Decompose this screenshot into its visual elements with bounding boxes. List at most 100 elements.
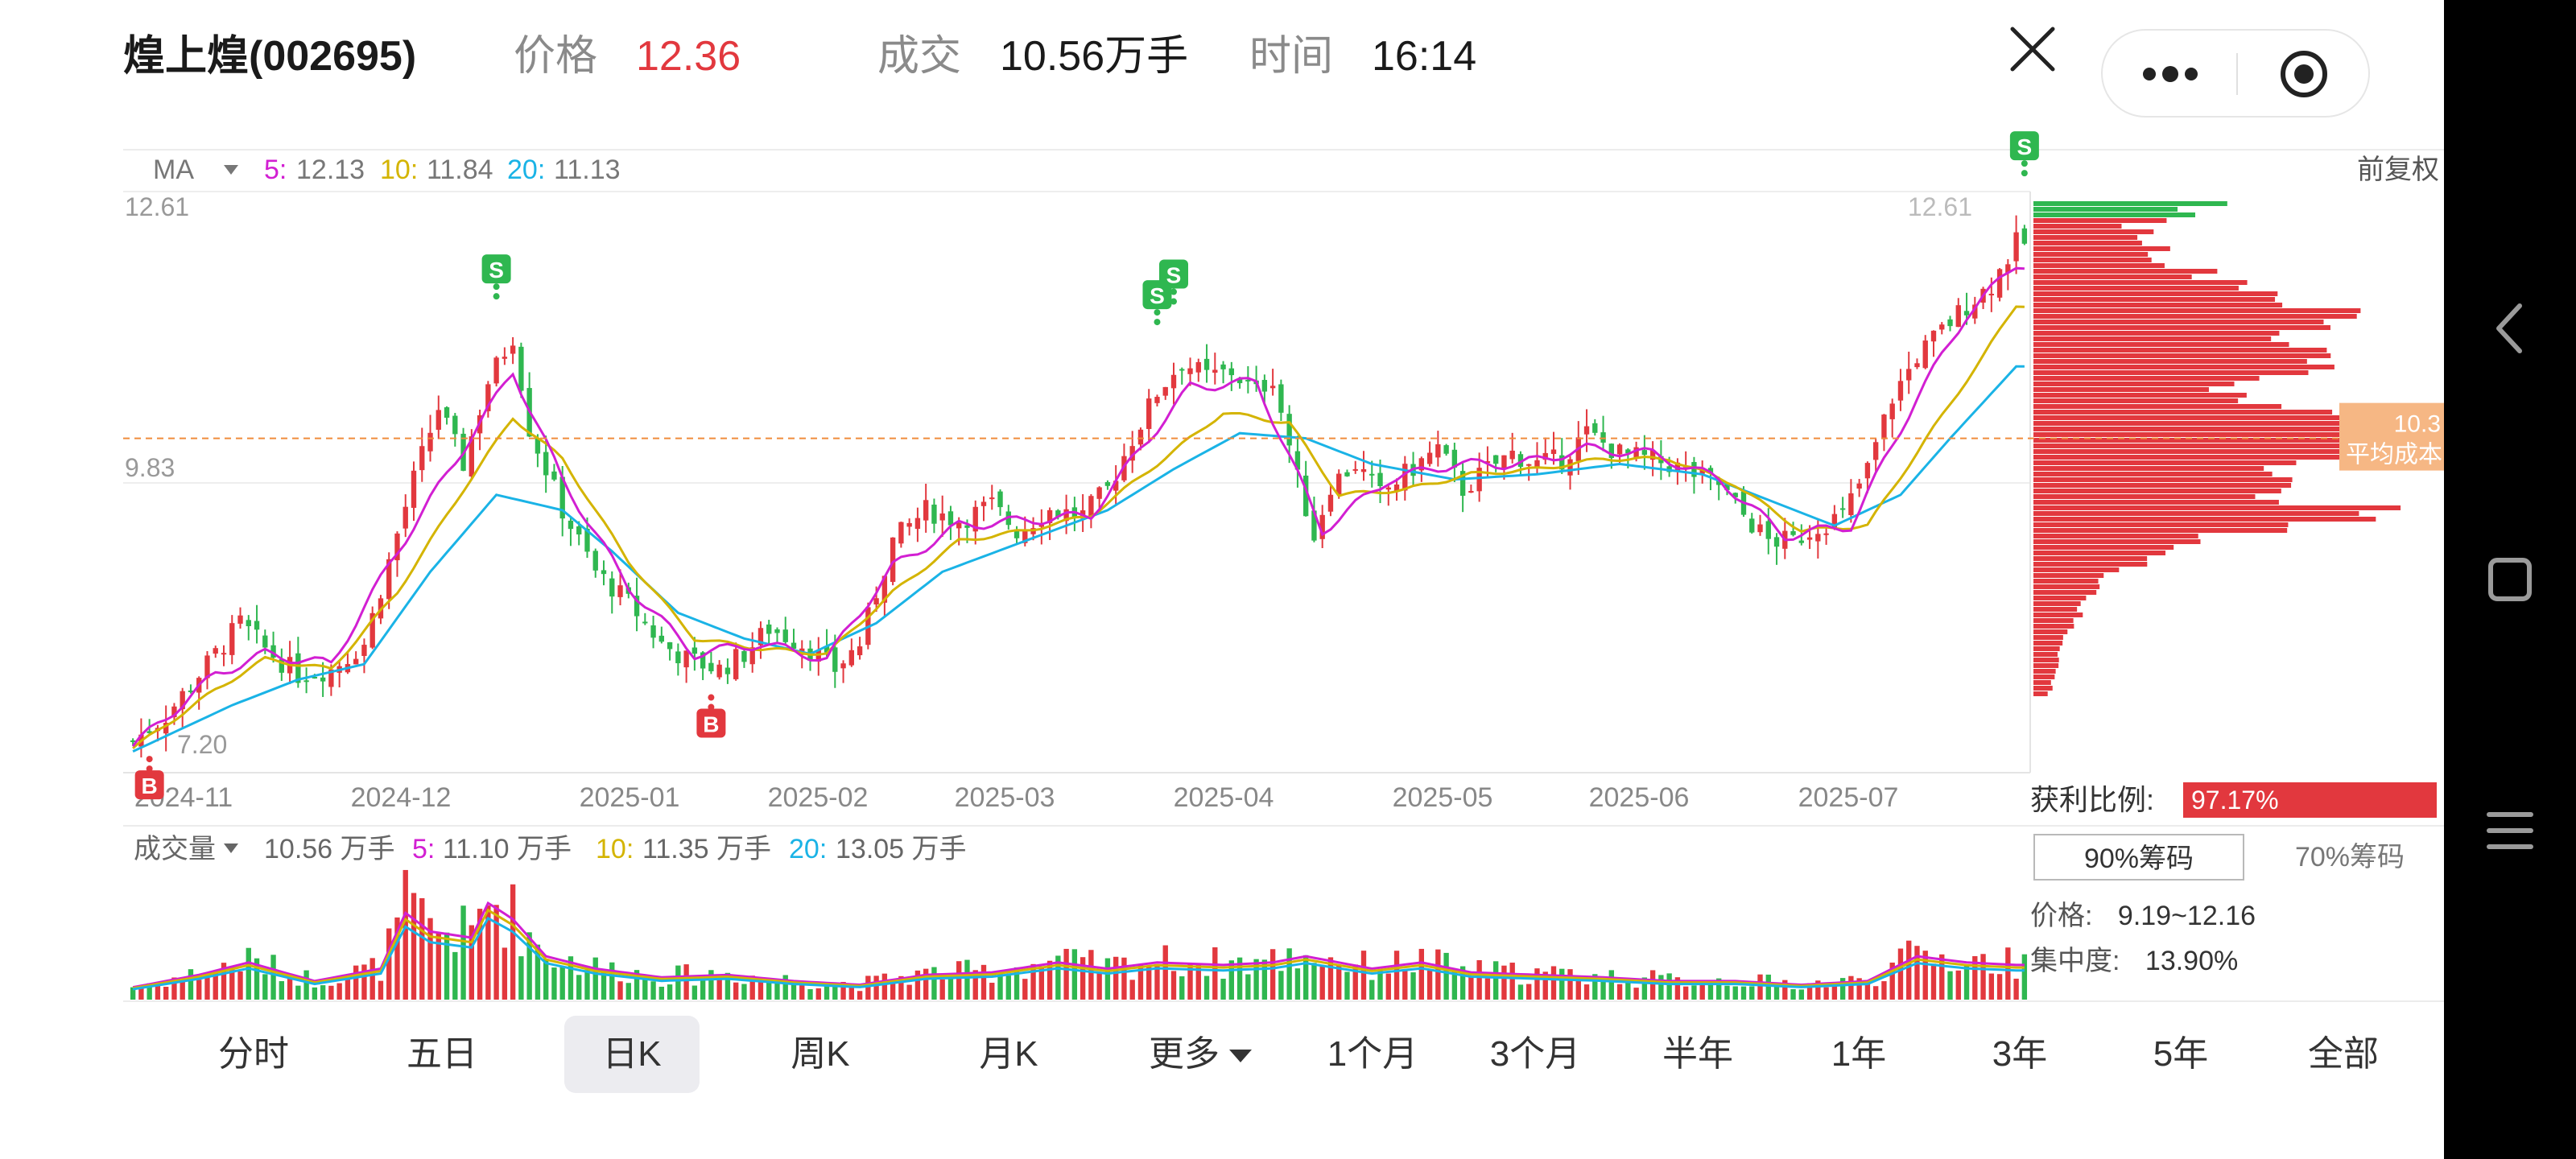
tab-8[interactable]: 3个月 [1463, 1016, 1608, 1093]
candle-body [229, 623, 235, 655]
candle-body [997, 491, 1003, 508]
chip-profile-bar [2033, 658, 2059, 662]
tab-3[interactable]: 日K [564, 1016, 700, 1093]
candle-body [1088, 496, 1094, 517]
tab-label: 分时 [218, 1034, 289, 1074]
tab-2[interactable]: 五日 [369, 1016, 514, 1093]
chip-profile-bar [2033, 291, 2278, 296]
marker-label: S [1150, 283, 1165, 308]
chip-tab-90[interactable]: 90%筹码 [2033, 834, 2244, 881]
nav-menu-button[interactable] [2470, 790, 2550, 871]
chip-tab-70[interactable]: 70%筹码 [2294, 842, 2405, 872]
candle-body [1468, 490, 1474, 493]
marker-dot [1170, 298, 1177, 305]
tab-label: 1个月 [1327, 1034, 1418, 1074]
minimize-button[interactable] [2238, 31, 2368, 116]
volume-bar [964, 959, 970, 1000]
candle-body [1286, 414, 1292, 446]
volume-bar [345, 975, 351, 1000]
candle-body [1129, 446, 1135, 461]
candle-body [1732, 493, 1738, 497]
candle-body [221, 653, 227, 655]
candle-body [1459, 471, 1466, 496]
candle-body [551, 471, 557, 480]
candle-body [1179, 369, 1185, 371]
candle-body [667, 641, 673, 650]
volume-bar [997, 971, 1003, 1000]
candle-body [1137, 429, 1144, 445]
tab-5[interactable]: 月K [936, 1016, 1081, 1093]
volume-bar [1542, 971, 1548, 1000]
volume-bar [1773, 983, 1780, 1000]
ma5-line [131, 266, 2025, 748]
volume-bar [1484, 978, 1491, 1000]
chip-profile-bar [2033, 612, 2083, 617]
nav-home-button[interactable] [2470, 539, 2550, 620]
chip-profile-bar [2033, 466, 2264, 471]
tab-9[interactable]: 半年 [1625, 1016, 1770, 1093]
candle-body [1707, 468, 1714, 474]
tab-12[interactable]: 5年 [2108, 1016, 2253, 1093]
candle-body [1798, 540, 1805, 543]
candle-body [1550, 449, 1557, 455]
candle-body [1823, 533, 1829, 535]
more-menu-button[interactable] [2103, 31, 2236, 116]
volume-legend-label[interactable]: 成交量 [134, 834, 216, 864]
volume-bar [1600, 979, 1606, 1000]
more-dots-icon [2143, 66, 2198, 82]
tab-6[interactable]: 更多 [1128, 1016, 1273, 1093]
candle-body [171, 706, 177, 718]
close-button[interactable] [2004, 21, 2061, 77]
marker-dot [1170, 288, 1177, 295]
volume-bar [1146, 967, 1152, 1000]
tab-label: 周K [791, 1034, 850, 1074]
tab-13[interactable]: 全部 [2271, 1016, 2416, 1093]
candle-body [1806, 537, 1813, 540]
marker-dot [493, 293, 500, 300]
volume-bar [840, 981, 846, 1000]
chip-profile-bar [2033, 353, 2331, 358]
candle-body [262, 635, 268, 648]
volume-bar [1691, 985, 1697, 1000]
volume-bar [691, 985, 698, 1000]
tab-11[interactable]: 3年 [1947, 1016, 2092, 1093]
volume-bar [1616, 984, 1623, 1000]
chip-profile-bar [2033, 534, 2198, 538]
candle-body [1319, 514, 1325, 539]
chip-profile-bar [2033, 308, 2361, 313]
volume-bar [188, 969, 194, 1000]
chip-profile-bar [2033, 460, 2297, 465]
volume-bar [683, 964, 689, 1000]
tab-4[interactable]: 周K [748, 1016, 893, 1093]
candle-body [1170, 374, 1177, 389]
adjust-mode-label[interactable]: 前复权 [2357, 155, 2439, 185]
chip-profile-bar [2033, 303, 2283, 307]
volume-bar [1393, 951, 1400, 1000]
volume-bar [320, 985, 326, 1000]
volume-bar [1212, 947, 1218, 1000]
candle-body [279, 659, 285, 673]
tab-1[interactable]: 分时 [181, 1016, 326, 1093]
volume-bar [1327, 957, 1334, 1000]
marker-label: B [703, 712, 719, 737]
kline-chart[interactable]: MA 5: 12.13 10: 11.84 20: 11.13 前复权 12.61 12.61 9.… [0, 0, 2444, 1014]
candle-body [1402, 464, 1408, 491]
volume-bar [502, 947, 508, 1000]
tab-7[interactable]: 1个月 [1300, 1016, 1445, 1093]
volume-bar [667, 984, 673, 1000]
nav-back-button[interactable] [2470, 288, 2550, 369]
candle-body [1393, 484, 1400, 492]
volume-bar [601, 971, 607, 1000]
candle-body [1897, 381, 1904, 401]
candle-body [502, 357, 508, 359]
volume-bar [1716, 978, 1722, 1000]
chip-profile-bar [2033, 545, 2174, 550]
candle-body [1228, 368, 1235, 376]
chip-profile-bar [2033, 348, 2327, 353]
volume-bar [782, 975, 788, 1000]
candle-body [1360, 468, 1367, 472]
tab-10[interactable]: 1年 [1786, 1016, 1931, 1093]
volume-bar [1253, 959, 1259, 1000]
chip-profile-bar [2033, 584, 2100, 589]
volume-bar [1732, 986, 1738, 1000]
